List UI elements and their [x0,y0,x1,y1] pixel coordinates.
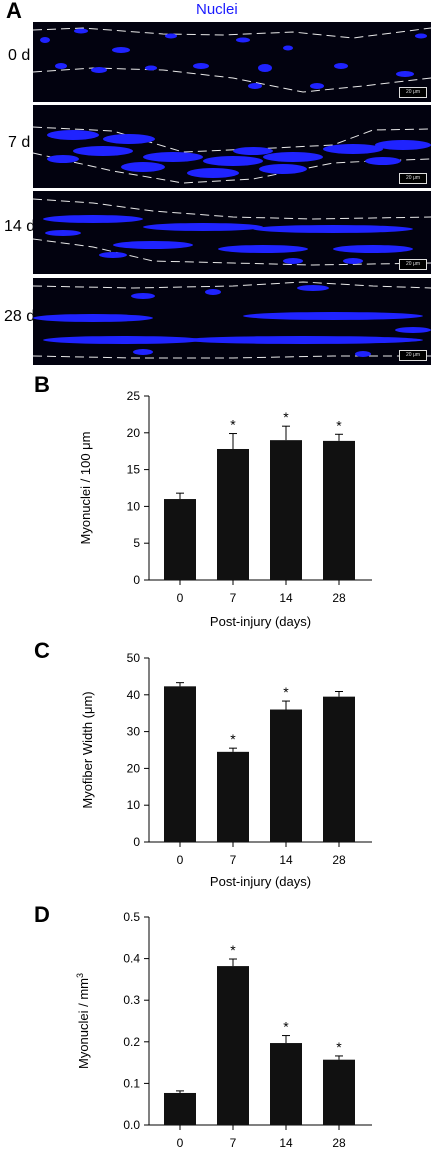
significance-marker: * [283,1019,289,1035]
x-tick-label: 28 [332,853,346,867]
y-tick-label: 0.0 [123,1118,140,1132]
scale-bar: 20 μm [399,87,427,98]
scale-bar: 20 μm [399,173,427,184]
bar-7 [217,448,249,580]
x-tick-label: 0 [177,853,184,867]
y-tick-label: 20 [127,761,141,775]
y-axis-label: Myonuclei / mm3 [75,973,91,1069]
panel-d-letter: D [34,902,50,927]
panel-c-letter: C [34,638,50,663]
x-tick-label: 28 [332,1136,346,1150]
x-tick-label: 0 [177,591,184,605]
y-axis-label-superscript: 3 [75,973,85,978]
bar-14 [270,1043,302,1125]
x-tick-label: 7 [230,853,237,867]
y-tick-label: 50 [127,651,141,665]
y-tick-label: 0.3 [123,993,140,1007]
bar-28 [323,1059,355,1125]
x-tick-label: 7 [230,591,237,605]
y-tick-label: 20 [127,426,141,440]
bar-0 [164,1092,196,1125]
micrograph-28d-art [33,281,431,359]
micrograph-7d-art [33,126,431,184]
scale-bar: 20 μm [399,350,427,361]
micrograph-7d: 20 μm [33,105,431,188]
bar-0 [164,499,196,580]
x-tick-label: 7 [230,1136,237,1150]
micrograph-0d-art [33,27,431,93]
micrograph-14d: 20 μm [33,191,431,274]
micrograph-14d-art [33,198,431,266]
row-label-7d: 7 d [8,134,31,151]
y-tick-label: 30 [127,725,141,739]
panel-a-letter: A [6,0,22,23]
row-label-28d: 28 d [4,308,36,325]
panel-b-letter: B [34,372,50,397]
chart-myonuclei-per-100um: 0 5 10 15 20 25 0 7 * 14 * 28 * Post-injury (days) Myo… [78,389,372,629]
x-tick-label: 14 [279,591,293,605]
y-tick-label: 15 [127,463,141,477]
y-tick-label: 0.4 [123,952,140,966]
row-label-14d: 14 d [4,218,36,235]
y-tick-label: 0 [133,573,140,587]
significance-marker: * [230,731,236,747]
x-tick-label: 0 [177,1136,184,1150]
micrograph-28d: 20 μm [33,278,431,365]
y-tick-label: 0.5 [123,910,140,924]
scale-bar: 20 μm [399,259,427,270]
y-tick-label: 0.1 [123,1076,140,1090]
y-axis-label: Myofiber Width (μm) [80,691,95,808]
bar-14 [270,709,302,842]
bar-14 [270,440,302,580]
y-tick-label: 40 [127,688,141,702]
y-tick-label: 0 [133,835,140,849]
row-label-0d: 0 d [8,47,31,64]
significance-marker: * [283,684,289,700]
y-tick-label: 10 [127,798,141,812]
significance-marker: * [336,1039,342,1055]
chart-myonuclei-per-mm3: 0.00.10.20.30.40.507*14*28*Post-injury (… [75,910,372,1150]
panel-a-title: Nuclei [196,1,238,18]
x-tick-label: 28 [332,591,346,605]
bar-28 [323,440,355,580]
micrograph-0d: 20 μm [33,22,431,102]
bar-28 [323,696,355,842]
significance-marker: * [230,417,236,433]
x-axis-label: Post-injury (days) [210,874,311,889]
significance-marker: * [230,942,236,958]
x-tick-label: 14 [279,1136,293,1150]
y-tick-label: 0.2 [123,1035,140,1049]
y-tick-label: 5 [133,536,140,550]
bar-0 [164,686,196,842]
y-tick-label: 25 [127,389,141,403]
bar-7 [217,751,249,842]
y-tick-label: 10 [127,499,141,513]
x-axis-label: Post-injury (days) [210,614,311,629]
bar-7 [217,966,249,1125]
significance-marker: * [336,417,342,433]
y-axis-label: Myonuclei / 100 μm [78,432,93,545]
chart-myofiber-width: 0 10 20 30 40 50 0 7 * 14 * 28 Post-injury (days) Myo… [80,651,372,889]
x-tick-label: 14 [279,853,293,867]
significance-marker: * [283,409,289,425]
